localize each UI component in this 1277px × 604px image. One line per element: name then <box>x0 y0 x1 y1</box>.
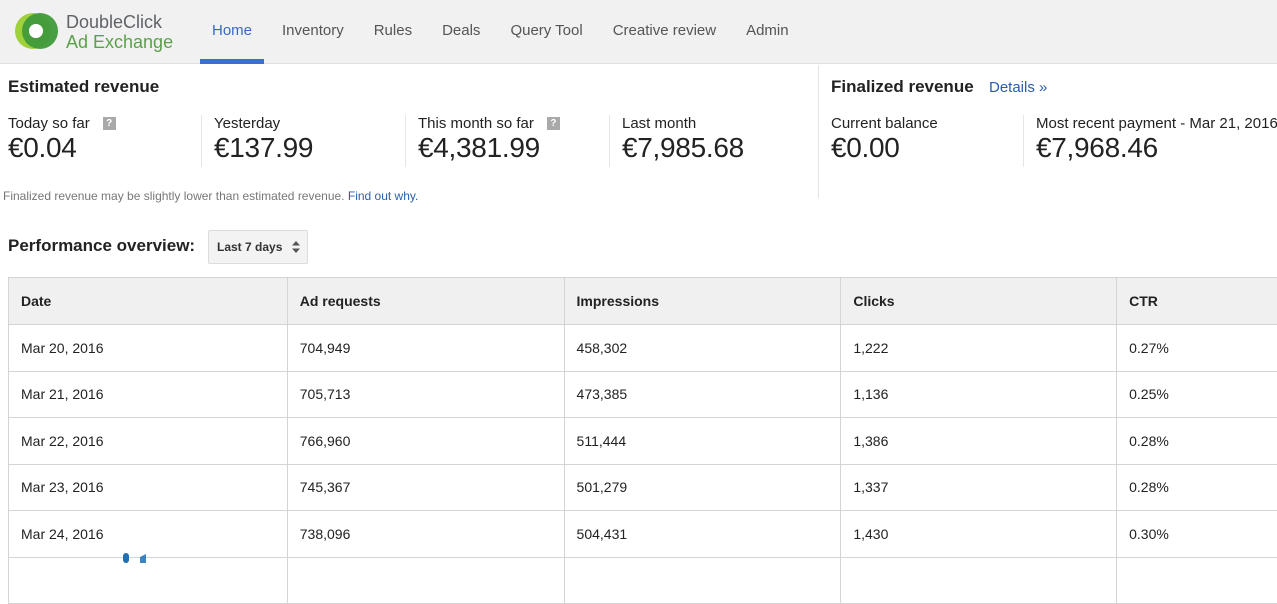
cell-clicks: 1,222 <box>841 325 1117 372</box>
metric-most-recent-payment: Most recent payment - Mar 21, 2016 €7,96… <box>1023 115 1277 167</box>
performance-table: Date Ad requests Impressions Clicks CTR … <box>8 277 1277 604</box>
cell-impressions: 511,444 <box>564 418 841 465</box>
nav-tab-rules[interactable]: Rules <box>362 0 424 64</box>
cell-clicks: 1,386 <box>841 418 1117 465</box>
cell-clicks: 1,337 <box>841 464 1117 511</box>
updown-arrows-icon <box>292 241 300 253</box>
top-bar: DoubleClick Ad Exchange Home Inventory R… <box>0 0 1277 64</box>
date-range-value: Last 7 days <box>217 240 282 254</box>
metric-label: Last month <box>622 115 696 132</box>
metric-value: €7,968.46 <box>1036 132 1277 164</box>
details-link[interactable]: Details » <box>989 79 1047 96</box>
estimated-revenue-title: Estimated revenue <box>8 77 159 97</box>
brand-line-1: DoubleClick <box>66 12 173 32</box>
column-header-clicks[interactable]: Clicks <box>841 278 1117 325</box>
table-row <box>9 557 1277 604</box>
cell-ad-requests: 704,949 <box>287 325 564 372</box>
cell-ctr: 0.27% <box>1117 325 1277 372</box>
nav-tab-admin[interactable]: Admin <box>734 0 801 64</box>
cell-impressions: 458,302 <box>564 325 841 372</box>
metric-label: This month so far <box>418 115 534 132</box>
find-out-why-link[interactable]: Find out why. <box>348 189 418 203</box>
cell-date: Mar 20, 2016 <box>9 325 288 372</box>
help-icon[interactable]: ? <box>103 117 116 130</box>
cell-ad-requests: 766,960 <box>287 418 564 465</box>
brand-line-2: Ad Exchange <box>66 32 173 52</box>
table-header-row: Date Ad requests Impressions Clicks CTR <box>9 278 1277 325</box>
date-range-select[interactable]: Last 7 days <box>208 230 308 264</box>
metric-value: €0.00 <box>831 132 938 164</box>
cell-impressions: 504,431 <box>564 511 841 558</box>
metric-today: Today so far ? €0.04 <box>8 115 116 167</box>
cell-impressions: 473,385 <box>564 371 841 418</box>
finalized-revenue-title: Finalized revenue <box>831 77 974 97</box>
cell-ctr: 0.25% <box>1117 371 1277 418</box>
metric-label: Yesterday <box>214 115 280 132</box>
cell-date: Mar 21, 2016 <box>9 371 288 418</box>
column-header-date[interactable]: Date <box>9 278 288 325</box>
metric-value: €4,381.99 <box>418 132 560 164</box>
doubleclick-logo-icon[interactable] <box>13 11 59 51</box>
brand-name[interactable]: DoubleClick Ad Exchange <box>66 12 173 52</box>
column-header-impressions[interactable]: Impressions <box>564 278 841 325</box>
cell-date: Mar 22, 2016 <box>9 418 288 465</box>
main-nav: Home Inventory Rules Deals Query Tool Cr… <box>200 0 807 64</box>
metric-yesterday: Yesterday €137.99 <box>201 115 313 167</box>
table-row: Mar 24, 2016 738,096 504,431 1,430 0.30% <box>9 511 1277 558</box>
help-icon[interactable]: ? <box>547 117 560 130</box>
metric-value: €7,985.68 <box>622 132 744 164</box>
cell-ad-requests: 738,096 <box>287 511 564 558</box>
nav-tab-creative-review[interactable]: Creative review <box>601 0 728 64</box>
table-row: Mar 20, 2016 704,949 458,302 1,222 0.27% <box>9 325 1277 372</box>
metric-label: Current balance <box>831 115 938 132</box>
metric-label: Today so far <box>8 115 90 132</box>
column-header-ctr[interactable]: CTR <box>1117 278 1277 325</box>
cell-date: Mar 23, 2016 <box>9 464 288 511</box>
metric-label: Most recent payment - Mar 21, 2016 <box>1036 115 1277 132</box>
nav-tab-query-tool[interactable]: Query Tool <box>498 0 594 64</box>
cell-ctr: 0.28% <box>1117 418 1277 465</box>
nav-tab-home[interactable]: Home <box>200 0 264 64</box>
revenue-note: Finalized revenue may be slightly lower … <box>3 189 418 203</box>
metric-last-month: Last month €7,985.68 <box>609 115 744 167</box>
cell-impressions: 501,279 <box>564 464 841 511</box>
metric-value: €137.99 <box>214 132 313 164</box>
cell-clicks: 1,430 <box>841 511 1117 558</box>
cell-ctr: 0.28% <box>1117 464 1277 511</box>
revenue-note-text: Finalized revenue may be slightly lower … <box>3 189 345 203</box>
nav-tab-inventory[interactable]: Inventory <box>270 0 356 64</box>
cell-clicks: 1,136 <box>841 371 1117 418</box>
pointer-icon <box>118 551 158 563</box>
table-row: Mar 21, 2016 705,713 473,385 1,136 0.25% <box>9 371 1277 418</box>
cell-ad-requests: 705,713 <box>287 371 564 418</box>
metric-value: €0.04 <box>8 132 116 164</box>
finalized-revenue-panel: Finalized revenue Details » Current bala… <box>818 65 1277 198</box>
nav-tab-deals[interactable]: Deals <box>430 0 492 64</box>
cell-ctr: 0.30% <box>1117 511 1277 558</box>
column-header-ad-requests[interactable]: Ad requests <box>287 278 564 325</box>
table-row: Mar 22, 2016 766,960 511,444 1,386 0.28% <box>9 418 1277 465</box>
table-row: Mar 23, 2016 745,367 501,279 1,337 0.28% <box>9 464 1277 511</box>
cell-ad-requests: 745,367 <box>287 464 564 511</box>
metric-this-month: This month so far ? €4,381.99 <box>405 115 560 167</box>
performance-overview-title: Performance overview: <box>8 236 195 256</box>
metric-current-balance: Current balance €0.00 <box>831 115 938 167</box>
